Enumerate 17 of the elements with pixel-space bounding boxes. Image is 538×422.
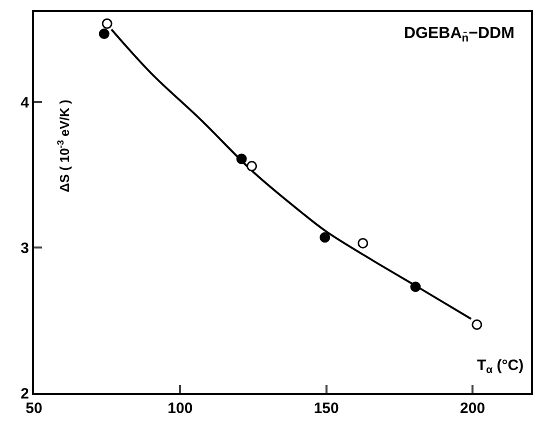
- y-tick-label: 2: [20, 385, 29, 402]
- x-tick-label: 100: [168, 400, 193, 417]
- point: [98, 28, 110, 40]
- point: [246, 160, 258, 172]
- point: [358, 238, 368, 248]
- point: [102, 18, 112, 29]
- point: [472, 319, 482, 330]
- point: [410, 282, 421, 292]
- x-tick-label: 150: [314, 400, 339, 417]
- x-axis-title: T$_{α}$ (°C): [477, 357, 524, 376]
- point: [320, 232, 330, 243]
- x-tick-label: 50: [26, 400, 42, 417]
- y-tick-label: 4: [20, 94, 30, 112]
- text: DGEBA$_{n̄}$−DDM: [404, 25, 514, 44]
- y-tick-label: 3: [20, 240, 29, 257]
- point: [236, 154, 247, 164]
- x-tick-label: 200: [460, 400, 486, 417]
